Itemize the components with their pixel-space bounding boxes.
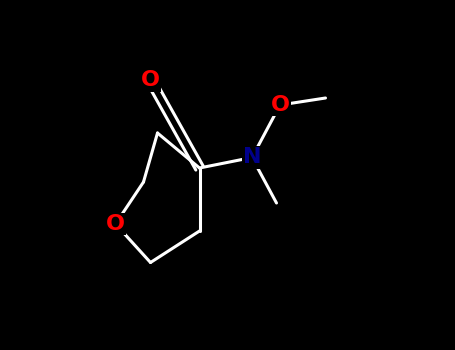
- Text: O: O: [271, 95, 289, 115]
- Text: O: O: [141, 70, 160, 91]
- Text: N: N: [243, 147, 261, 168]
- Text: O: O: [106, 214, 125, 234]
